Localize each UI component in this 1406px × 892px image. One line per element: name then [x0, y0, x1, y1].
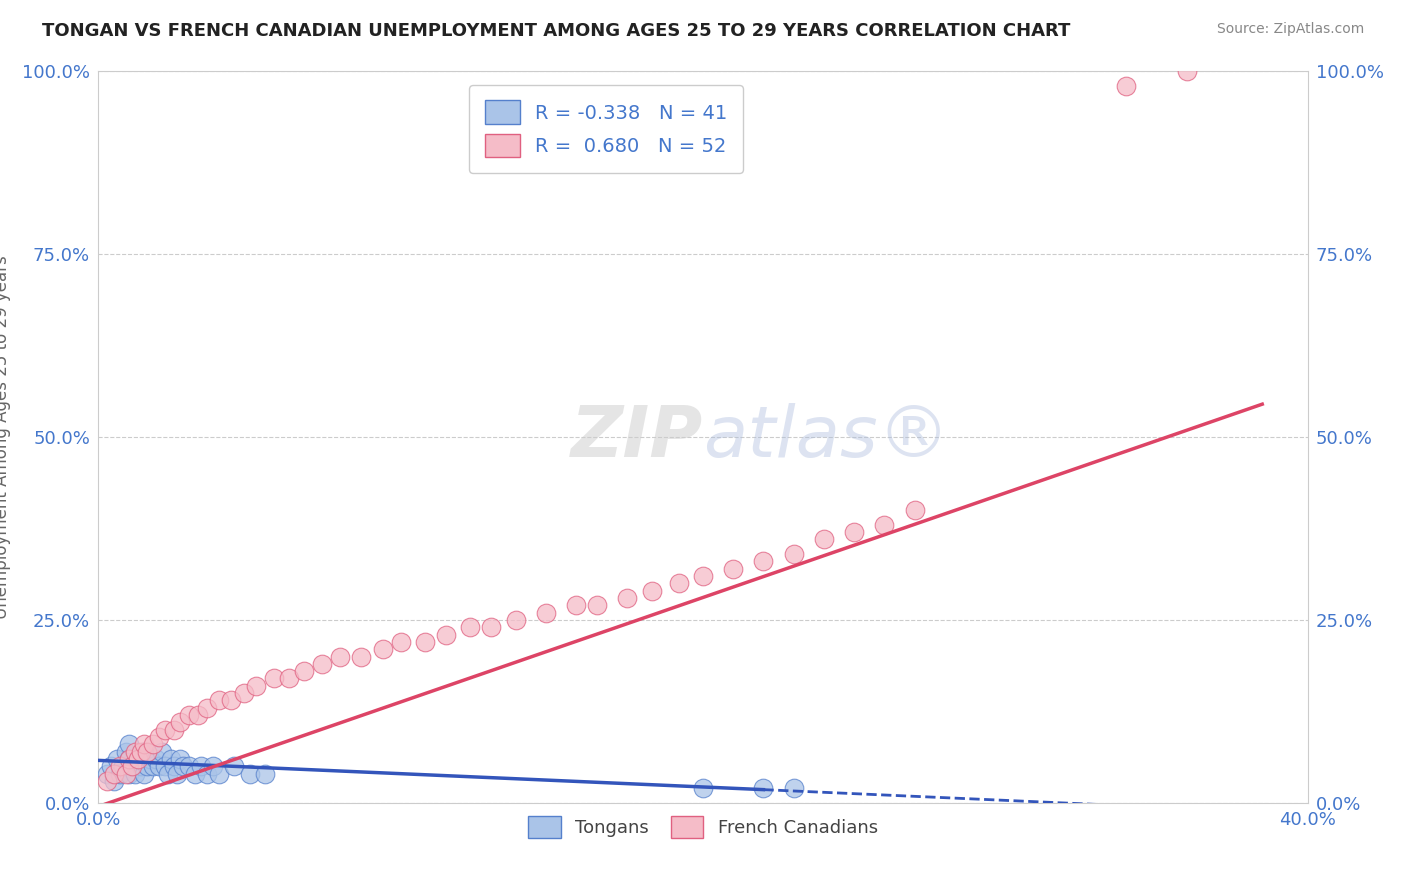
- Point: [184, 766, 207, 780]
- Point: [127, 752, 149, 766]
- Point: [239, 766, 262, 780]
- Point: [505, 613, 527, 627]
- Point: [263, 672, 285, 686]
- Point: [118, 737, 141, 751]
- Point: [172, 759, 194, 773]
- Point: [723, 562, 745, 576]
- Text: ZIP: ZIP: [571, 402, 703, 472]
- Point: [434, 627, 457, 641]
- Point: [311, 657, 333, 671]
- Text: TONGAN VS FRENCH CANADIAN UNEMPLOYMENT AMONG AGES 25 TO 29 YEARS CORRELATION CHA: TONGAN VS FRENCH CANADIAN UNEMPLOYMENT A…: [42, 22, 1070, 40]
- Point: [96, 766, 118, 780]
- Point: [371, 642, 394, 657]
- Point: [329, 649, 352, 664]
- Point: [169, 715, 191, 730]
- Point: [904, 503, 927, 517]
- Point: [148, 759, 170, 773]
- Point: [1175, 64, 1198, 78]
- Point: [202, 759, 225, 773]
- Point: [292, 664, 315, 678]
- Point: [208, 693, 231, 707]
- Point: [350, 649, 373, 664]
- Point: [118, 766, 141, 780]
- Point: [100, 759, 122, 773]
- Point: [163, 759, 186, 773]
- Point: [873, 517, 896, 532]
- Point: [163, 723, 186, 737]
- Point: [160, 752, 183, 766]
- Point: [221, 693, 243, 707]
- Point: [139, 752, 162, 766]
- Point: [692, 781, 714, 796]
- Point: [844, 525, 866, 540]
- Point: [129, 759, 152, 773]
- Point: [534, 606, 557, 620]
- Point: [752, 554, 775, 568]
- Point: [668, 576, 690, 591]
- Point: [153, 759, 176, 773]
- Point: [114, 766, 136, 780]
- Point: [224, 759, 246, 773]
- Point: [389, 635, 412, 649]
- Point: [121, 759, 143, 773]
- Point: [108, 759, 131, 773]
- Point: [195, 700, 218, 714]
- Point: [142, 759, 165, 773]
- Point: [135, 759, 157, 773]
- Point: [153, 723, 176, 737]
- Point: [132, 737, 155, 751]
- Point: [481, 620, 503, 634]
- Point: [169, 752, 191, 766]
- Point: [187, 708, 209, 723]
- Point: [103, 766, 125, 780]
- Point: [277, 672, 299, 686]
- Point: [114, 745, 136, 759]
- Point: [245, 679, 267, 693]
- Point: [813, 533, 835, 547]
- Point: [565, 599, 588, 613]
- Point: [179, 708, 201, 723]
- Point: [166, 766, 188, 780]
- Point: [121, 759, 143, 773]
- Point: [783, 781, 806, 796]
- Point: [132, 745, 155, 759]
- Point: [96, 773, 118, 788]
- Point: [190, 759, 212, 773]
- Point: [1115, 78, 1137, 93]
- Text: atlas®: atlas®: [703, 402, 950, 472]
- Point: [586, 599, 609, 613]
- Point: [142, 737, 165, 751]
- Point: [783, 547, 806, 561]
- Point: [413, 635, 436, 649]
- Point: [132, 766, 155, 780]
- Point: [640, 583, 662, 598]
- Point: [752, 781, 775, 796]
- Legend: Tongans, French Canadians: Tongans, French Canadians: [522, 808, 884, 845]
- Point: [195, 766, 218, 780]
- Point: [458, 620, 481, 634]
- Point: [208, 766, 231, 780]
- Point: [129, 745, 152, 759]
- Text: Source: ZipAtlas.com: Source: ZipAtlas.com: [1216, 22, 1364, 37]
- Point: [179, 759, 201, 773]
- Point: [145, 752, 167, 766]
- Point: [232, 686, 254, 700]
- Point: [253, 766, 276, 780]
- Point: [692, 569, 714, 583]
- Point: [108, 766, 131, 780]
- Point: [124, 745, 146, 759]
- Point: [111, 759, 134, 773]
- Point: [127, 752, 149, 766]
- Y-axis label: Unemployment Among Ages 25 to 29 years: Unemployment Among Ages 25 to 29 years: [0, 255, 11, 619]
- Point: [616, 591, 638, 605]
- Point: [124, 766, 146, 780]
- Point: [105, 752, 128, 766]
- Point: [156, 766, 179, 780]
- Point: [118, 752, 141, 766]
- Point: [150, 745, 173, 759]
- Point: [118, 752, 141, 766]
- Point: [135, 745, 157, 759]
- Point: [103, 773, 125, 788]
- Point: [148, 730, 170, 744]
